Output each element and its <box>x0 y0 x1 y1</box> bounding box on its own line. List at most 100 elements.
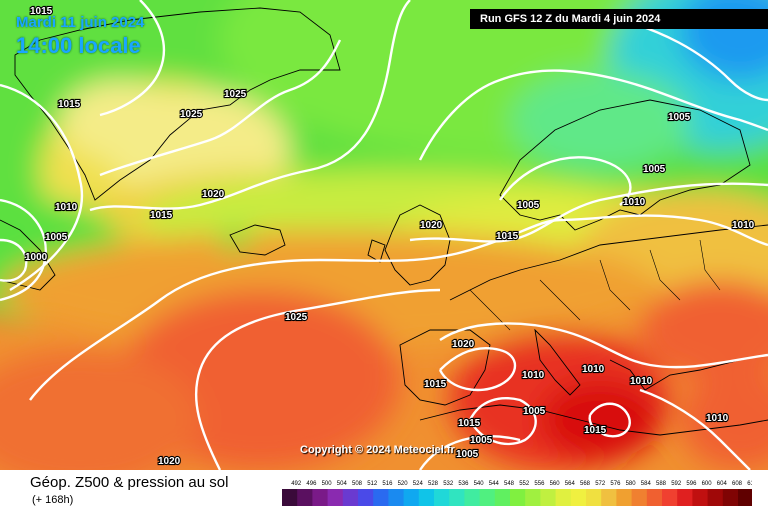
legend-swatch <box>646 489 663 506</box>
isobar-16 <box>439 322 768 369</box>
isobar-8 <box>194 288 441 470</box>
chart-title: Géop. Z500 & pression au sol <box>30 474 229 491</box>
legend-swatch <box>449 489 465 506</box>
border-lines <box>469 239 721 331</box>
pressure-label: 1015 <box>424 379 447 390</box>
legend-tick-label: 552 <box>519 481 530 487</box>
pressure-label: 1020 <box>452 339 475 350</box>
legend-tick-label: 560 <box>550 481 561 487</box>
british-isles-coast <box>367 204 451 286</box>
legend-tick-label: 532 <box>443 481 454 487</box>
pressure-label: 1000 <box>25 252 48 263</box>
legend-swatch <box>555 489 572 506</box>
isobar-3 <box>0 238 28 282</box>
iberia-coast <box>399 329 491 406</box>
legend-tick-label: 512 <box>367 481 378 487</box>
legend-tick-label: 548 <box>504 481 515 487</box>
pressure-label: 1015 <box>58 99 81 110</box>
legend-swatch <box>388 489 405 506</box>
pressure-label: 1020 <box>202 189 225 200</box>
isobar-7 <box>29 214 768 401</box>
legend-tick-label: 612 <box>747 481 752 487</box>
legend-swatch <box>525 489 541 506</box>
legend-swatch <box>479 489 496 506</box>
weather-map: 1015 1015 1025 1025 1010 1005 1000 1020 … <box>0 0 768 470</box>
pressure-label: 1025 <box>285 312 308 323</box>
pressure-label: 1015 <box>584 425 607 436</box>
legend-tick-label: 520 <box>398 481 409 487</box>
isobar-11 <box>499 156 632 206</box>
isobar-10 <box>418 69 768 161</box>
legend-tick-label: 536 <box>458 481 469 487</box>
forecast-local-time: 14:00 locale <box>16 33 141 58</box>
z500-field <box>0 0 768 470</box>
pressure-label: 1015 <box>30 6 53 17</box>
isobar-6 <box>99 0 166 117</box>
isobars <box>0 0 768 470</box>
legend-tick-label: 504 <box>337 481 348 487</box>
legend-tick-label: 592 <box>671 481 682 487</box>
legend-swatch <box>662 489 678 506</box>
forecast-lead-time: (+ 168h) <box>32 494 74 506</box>
pressure-label: 1025 <box>224 89 247 100</box>
pressure-label: 1010 <box>582 364 605 375</box>
legend-tick-label: 580 <box>626 481 637 487</box>
pressure-label: 1020 <box>420 220 443 231</box>
legend-tick-label: 500 <box>322 481 333 487</box>
isobar-13 <box>438 347 517 392</box>
legend-tick-label: 528 <box>428 481 439 487</box>
legend-swatch <box>418 489 435 506</box>
legend-tick-label: 508 <box>352 481 363 487</box>
italy-coast <box>534 328 581 396</box>
legend-swatch <box>327 489 344 506</box>
legend-swatch <box>312 489 329 506</box>
legend-tick-label: 564 <box>565 481 576 487</box>
legend-swatch <box>540 489 557 506</box>
pressure-label: 1005 <box>456 449 479 460</box>
legend-tick-label: 588 <box>656 481 667 487</box>
legend-swatch <box>692 489 709 506</box>
legend-swatch <box>616 489 633 506</box>
legend-swatch <box>570 489 587 506</box>
legend-tick-label: 524 <box>413 481 424 487</box>
legend-swatch <box>464 489 481 506</box>
pressure-label: 1015 <box>150 210 173 221</box>
scandinavia-coast <box>499 99 751 231</box>
legend-tick-label: 608 <box>732 481 743 487</box>
legend-tick-label: 544 <box>489 481 500 487</box>
legend-tick-label: 556 <box>534 481 545 487</box>
isobar-9 <box>409 182 768 243</box>
color-scale-legend: 492 496 500 504 508 512 516 520 524 528 532 536 540 5… <box>282 481 752 506</box>
legend-tick-label: 492 <box>291 481 302 487</box>
isobar-15 <box>588 402 631 438</box>
pressure-label: 1015 <box>458 418 481 429</box>
pressure-label: 1005 <box>643 164 666 175</box>
legend-tick-label: 596 <box>686 481 697 487</box>
isobar-1 <box>0 83 84 292</box>
legend-swatch <box>342 489 359 506</box>
pressure-label: 1010 <box>55 202 78 213</box>
pressure-label: 1010 <box>732 220 755 231</box>
legend-swatch <box>631 489 648 506</box>
pressure-labels: 1015 1015 1025 1025 1010 1005 1000 1020 … <box>24 5 756 468</box>
legend-tick-label: 600 <box>702 481 713 487</box>
legend-swatch <box>722 489 739 506</box>
legend-tick-label: 584 <box>641 481 652 487</box>
legend-tick-label: 496 <box>306 481 317 487</box>
legend-swatch <box>707 489 724 506</box>
legend-swatch <box>403 489 420 506</box>
europe-coast <box>449 224 768 301</box>
pressure-label: 1005 <box>45 232 68 243</box>
copyright-notice: Copyright © 2024 Meteociel.fr <box>300 444 455 456</box>
isobar-5 <box>99 39 342 177</box>
legend-swatch <box>677 489 693 506</box>
isobar-17 <box>639 388 751 470</box>
legend-tick-label: 576 <box>610 481 621 487</box>
legend-swatch <box>282 489 298 506</box>
legend-tick-label: 604 <box>717 481 728 487</box>
legend-swatch <box>601 489 617 506</box>
pressure-label: 1005 <box>470 435 493 446</box>
pressure-label: 1020 <box>158 456 181 467</box>
legend-tick-label: 572 <box>595 481 606 487</box>
